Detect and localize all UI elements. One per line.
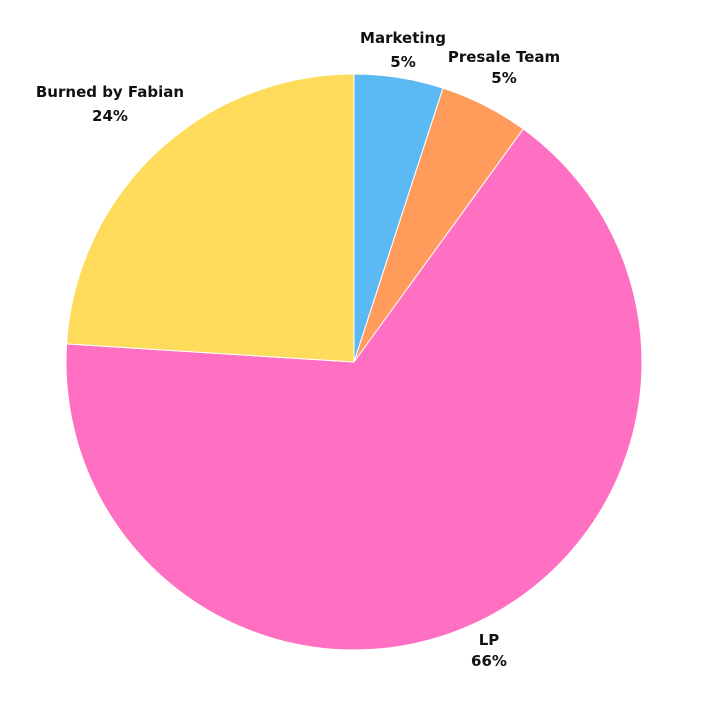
slice-percent-presale-team: 5% — [491, 69, 516, 87]
pie-slices — [65, 73, 643, 651]
slice-percent-lp: 66% — [471, 652, 507, 670]
slice-label-presale-team: Presale Team — [448, 48, 560, 66]
pie-labels: Marketing 5% Presale Team 5% LP 66% Burned by … — [36, 29, 560, 670]
pie-slice-lp — [65, 128, 643, 651]
slice-label-marketing: Marketing — [360, 29, 446, 47]
pie-slice-burned-by-fabian — [66, 73, 355, 363]
slice-percent-burned-by-fabian: 24% — [92, 107, 128, 125]
slice-percent-marketing: 5% — [390, 53, 415, 71]
slice-label-burned-by-fabian: Burned by Fabian — [36, 83, 184, 101]
slice-label-lp: LP — [479, 631, 500, 649]
